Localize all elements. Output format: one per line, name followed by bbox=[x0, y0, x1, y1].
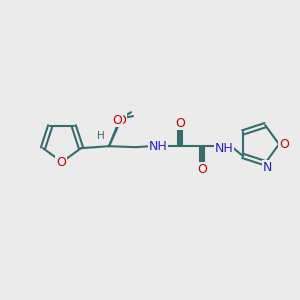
Text: O: O bbox=[279, 138, 289, 151]
Text: O: O bbox=[175, 117, 185, 130]
Text: O: O bbox=[112, 114, 122, 127]
Text: O: O bbox=[56, 157, 66, 169]
Text: O: O bbox=[197, 163, 207, 176]
Text: N: N bbox=[262, 161, 272, 174]
Text: O: O bbox=[116, 114, 126, 127]
Text: NH: NH bbox=[148, 140, 167, 153]
Text: H: H bbox=[97, 131, 105, 141]
Text: NH: NH bbox=[214, 142, 233, 155]
